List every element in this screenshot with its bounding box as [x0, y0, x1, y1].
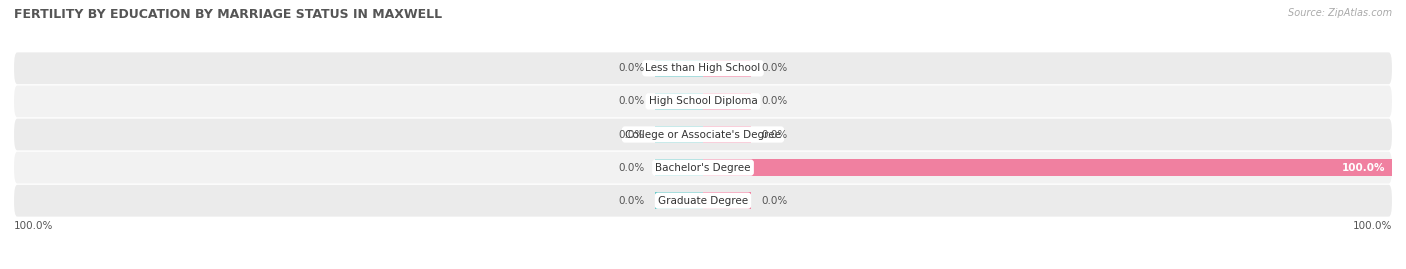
Text: Less than High School: Less than High School [645, 63, 761, 73]
Bar [703, 126, 751, 143]
FancyBboxPatch shape [14, 185, 1392, 217]
Text: 0.0%: 0.0% [619, 96, 644, 107]
Text: 0.0%: 0.0% [619, 162, 644, 173]
Bar [703, 60, 751, 77]
Text: 0.0%: 0.0% [619, 196, 644, 206]
Text: Source: ZipAtlas.com: Source: ZipAtlas.com [1288, 8, 1392, 18]
Bar [655, 93, 703, 110]
Text: High School Diploma: High School Diploma [648, 96, 758, 107]
Bar [703, 159, 1392, 176]
FancyBboxPatch shape [14, 52, 1392, 84]
Bar [703, 192, 751, 209]
Text: 0.0%: 0.0% [762, 129, 787, 140]
Text: 0.0%: 0.0% [762, 96, 787, 107]
Text: College or Associate's Degree: College or Associate's Degree [626, 129, 780, 140]
Text: 100.0%: 100.0% [1341, 162, 1385, 173]
Bar [655, 159, 703, 176]
FancyBboxPatch shape [14, 86, 1392, 117]
Text: 0.0%: 0.0% [619, 129, 644, 140]
Bar [655, 60, 703, 77]
Text: 100.0%: 100.0% [1353, 221, 1392, 231]
Text: Bachelor's Degree: Bachelor's Degree [655, 162, 751, 173]
FancyBboxPatch shape [14, 152, 1392, 183]
Bar [703, 93, 751, 110]
Text: 100.0%: 100.0% [14, 221, 53, 231]
Text: Graduate Degree: Graduate Degree [658, 196, 748, 206]
Bar [655, 126, 703, 143]
Text: 0.0%: 0.0% [762, 196, 787, 206]
Text: FERTILITY BY EDUCATION BY MARRIAGE STATUS IN MAXWELL: FERTILITY BY EDUCATION BY MARRIAGE STATU… [14, 8, 441, 21]
Bar [655, 192, 703, 209]
FancyBboxPatch shape [14, 119, 1392, 150]
Text: 0.0%: 0.0% [762, 63, 787, 73]
Text: 0.0%: 0.0% [619, 63, 644, 73]
